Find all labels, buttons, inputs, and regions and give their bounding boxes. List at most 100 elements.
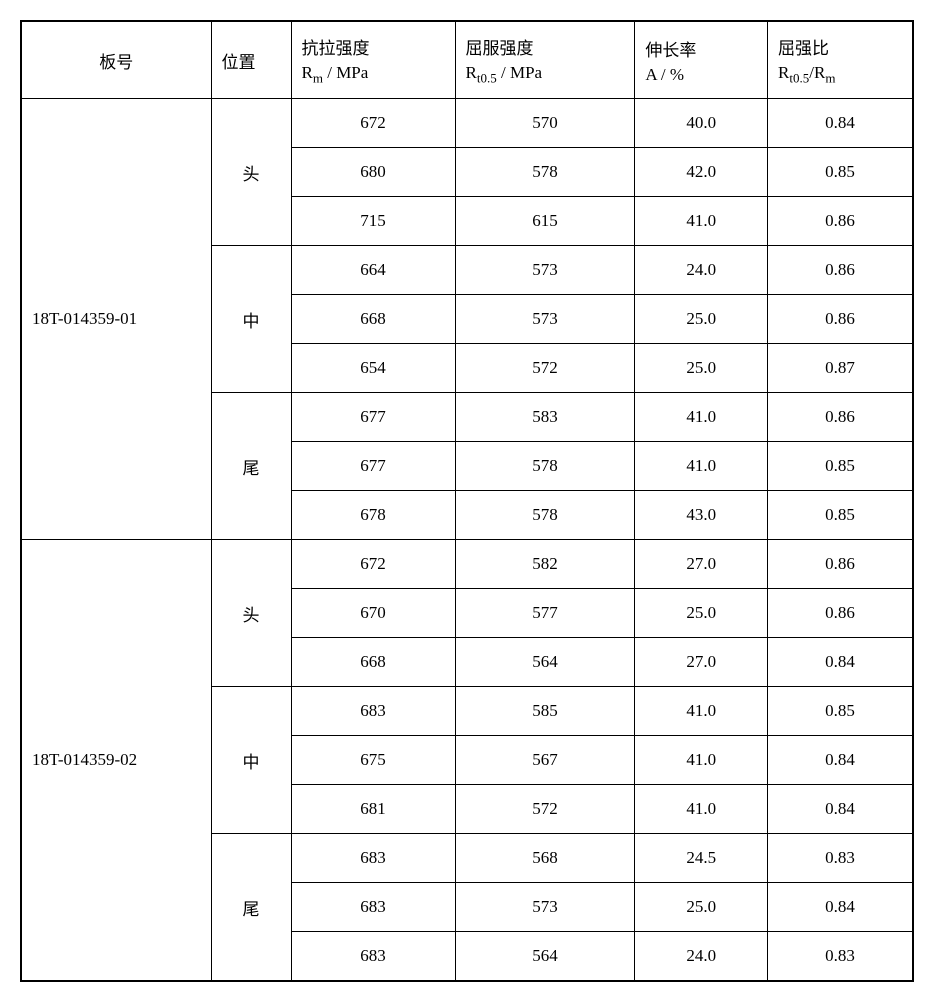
- yield-strength-cell: 577: [455, 589, 635, 638]
- elongation-cell: 41.0: [635, 393, 768, 442]
- table-row: 18T-014359-01头67257040.00.84: [21, 99, 913, 148]
- header-tensile-label: 抗拉强度: [302, 34, 445, 59]
- yield-ratio-cell: 0.83: [768, 834, 913, 883]
- elongation-cell: 41.0: [635, 442, 768, 491]
- tensile-strength-cell: 670: [291, 589, 455, 638]
- header-position: 位置: [211, 21, 291, 99]
- yield-ratio-cell: 0.84: [768, 785, 913, 834]
- table-body: 18T-014359-01头67257040.00.8468057842.00.…: [21, 99, 913, 981]
- header-plate-no-text: 板号: [99, 53, 133, 72]
- yield-ratio-cell: 0.84: [768, 736, 913, 785]
- position-cell: 头: [211, 540, 291, 687]
- position-cell: 尾: [211, 393, 291, 540]
- yield-ratio-cell: 0.86: [768, 540, 913, 589]
- elongation-cell: 24.0: [635, 932, 768, 981]
- tensile-strength-cell: 672: [291, 540, 455, 589]
- elongation-cell: 24.0: [635, 246, 768, 295]
- header-position-text: 位置: [222, 53, 256, 72]
- tensile-strength-cell: 683: [291, 932, 455, 981]
- tensile-strength-cell: 675: [291, 736, 455, 785]
- yield-ratio-cell: 0.83: [768, 932, 913, 981]
- tensile-strength-cell: 668: [291, 295, 455, 344]
- header-tensile-strength: 抗拉强度 Rm / MPa: [291, 21, 455, 99]
- yield-ratio-cell: 0.85: [768, 442, 913, 491]
- yield-strength-cell: 578: [455, 442, 635, 491]
- plate-no-cell: 18T-014359-02: [21, 540, 211, 981]
- tensile-strength-cell: 677: [291, 393, 455, 442]
- tensile-strength-cell: 683: [291, 834, 455, 883]
- tensile-strength-cell: 677: [291, 442, 455, 491]
- yield-strength-cell: 573: [455, 295, 635, 344]
- header-plate-no: 板号: [21, 21, 211, 99]
- yield-ratio-cell: 0.86: [768, 246, 913, 295]
- yield-strength-cell: 572: [455, 785, 635, 834]
- elongation-cell: 25.0: [635, 344, 768, 393]
- header-yield-ratio-unit: Rt0.5/Rm: [778, 63, 902, 86]
- elongation-cell: 27.0: [635, 638, 768, 687]
- tensile-strength-cell: 654: [291, 344, 455, 393]
- position-cell: 中: [211, 246, 291, 393]
- elongation-cell: 25.0: [635, 883, 768, 932]
- elongation-cell: 41.0: [635, 736, 768, 785]
- elongation-cell: 41.0: [635, 197, 768, 246]
- header-elongation: 伸长率 A / %: [635, 21, 768, 99]
- yield-strength-cell: 570: [455, 99, 635, 148]
- yield-strength-cell: 615: [455, 197, 635, 246]
- yield-ratio-cell: 0.86: [768, 197, 913, 246]
- yield-ratio-cell: 0.84: [768, 99, 913, 148]
- position-cell: 尾: [211, 834, 291, 981]
- data-table: 板号 位置 抗拉强度 Rm / MPa 屈服强度 Rt0.5 / MPa 伸长率…: [20, 20, 914, 982]
- yield-ratio-cell: 0.85: [768, 148, 913, 197]
- yield-strength-cell: 573: [455, 883, 635, 932]
- yield-ratio-cell: 0.85: [768, 687, 913, 736]
- elongation-cell: 24.5: [635, 834, 768, 883]
- yield-ratio-cell: 0.86: [768, 295, 913, 344]
- header-tensile-unit: Rm / MPa: [302, 63, 445, 86]
- tensile-strength-cell: 683: [291, 687, 455, 736]
- tensile-strength-cell: 681: [291, 785, 455, 834]
- yield-strength-cell: 567: [455, 736, 635, 785]
- table-container: 板号 位置 抗拉强度 Rm / MPa 屈服强度 Rt0.5 / MPa 伸长率…: [20, 20, 914, 982]
- yield-strength-cell: 582: [455, 540, 635, 589]
- header-yield-strength: 屈服强度 Rt0.5 / MPa: [455, 21, 635, 99]
- tensile-strength-cell: 715: [291, 197, 455, 246]
- elongation-cell: 41.0: [635, 687, 768, 736]
- position-cell: 中: [211, 687, 291, 834]
- elongation-cell: 40.0: [635, 99, 768, 148]
- yield-strength-cell: 578: [455, 491, 635, 540]
- elongation-cell: 42.0: [635, 148, 768, 197]
- header-yield-ratio: 屈强比 Rt0.5/Rm: [768, 21, 913, 99]
- yield-ratio-cell: 0.85: [768, 491, 913, 540]
- yield-strength-cell: 578: [455, 148, 635, 197]
- tensile-strength-cell: 678: [291, 491, 455, 540]
- elongation-cell: 27.0: [635, 540, 768, 589]
- yield-ratio-cell: 0.86: [768, 589, 913, 638]
- elongation-cell: 25.0: [635, 295, 768, 344]
- yield-ratio-cell: 0.87: [768, 344, 913, 393]
- tensile-strength-cell: 683: [291, 883, 455, 932]
- tensile-strength-cell: 672: [291, 99, 455, 148]
- tensile-strength-cell: 668: [291, 638, 455, 687]
- header-yield-ratio-label: 屈强比: [778, 34, 902, 59]
- yield-ratio-cell: 0.84: [768, 638, 913, 687]
- position-cell: 头: [211, 99, 291, 246]
- elongation-cell: 41.0: [635, 785, 768, 834]
- yield-strength-cell: 572: [455, 344, 635, 393]
- tensile-strength-cell: 664: [291, 246, 455, 295]
- yield-ratio-cell: 0.84: [768, 883, 913, 932]
- yield-strength-cell: 568: [455, 834, 635, 883]
- header-row: 板号 位置 抗拉强度 Rm / MPa 屈服强度 Rt0.5 / MPa 伸长率…: [21, 21, 913, 99]
- yield-strength-cell: 583: [455, 393, 635, 442]
- plate-no-cell: 18T-014359-01: [21, 99, 211, 540]
- header-yield-label: 屈服强度: [466, 34, 625, 59]
- yield-ratio-cell: 0.86: [768, 393, 913, 442]
- elongation-cell: 25.0: [635, 589, 768, 638]
- table-header: 板号 位置 抗拉强度 Rm / MPa 屈服强度 Rt0.5 / MPa 伸长率…: [21, 21, 913, 99]
- table-row: 18T-014359-02头67258227.00.86: [21, 540, 913, 589]
- header-yield-unit: Rt0.5 / MPa: [466, 63, 625, 86]
- elongation-cell: 43.0: [635, 491, 768, 540]
- yield-strength-cell: 573: [455, 246, 635, 295]
- yield-strength-cell: 564: [455, 932, 635, 981]
- header-elongation-unit: A / %: [645, 65, 757, 85]
- tensile-strength-cell: 680: [291, 148, 455, 197]
